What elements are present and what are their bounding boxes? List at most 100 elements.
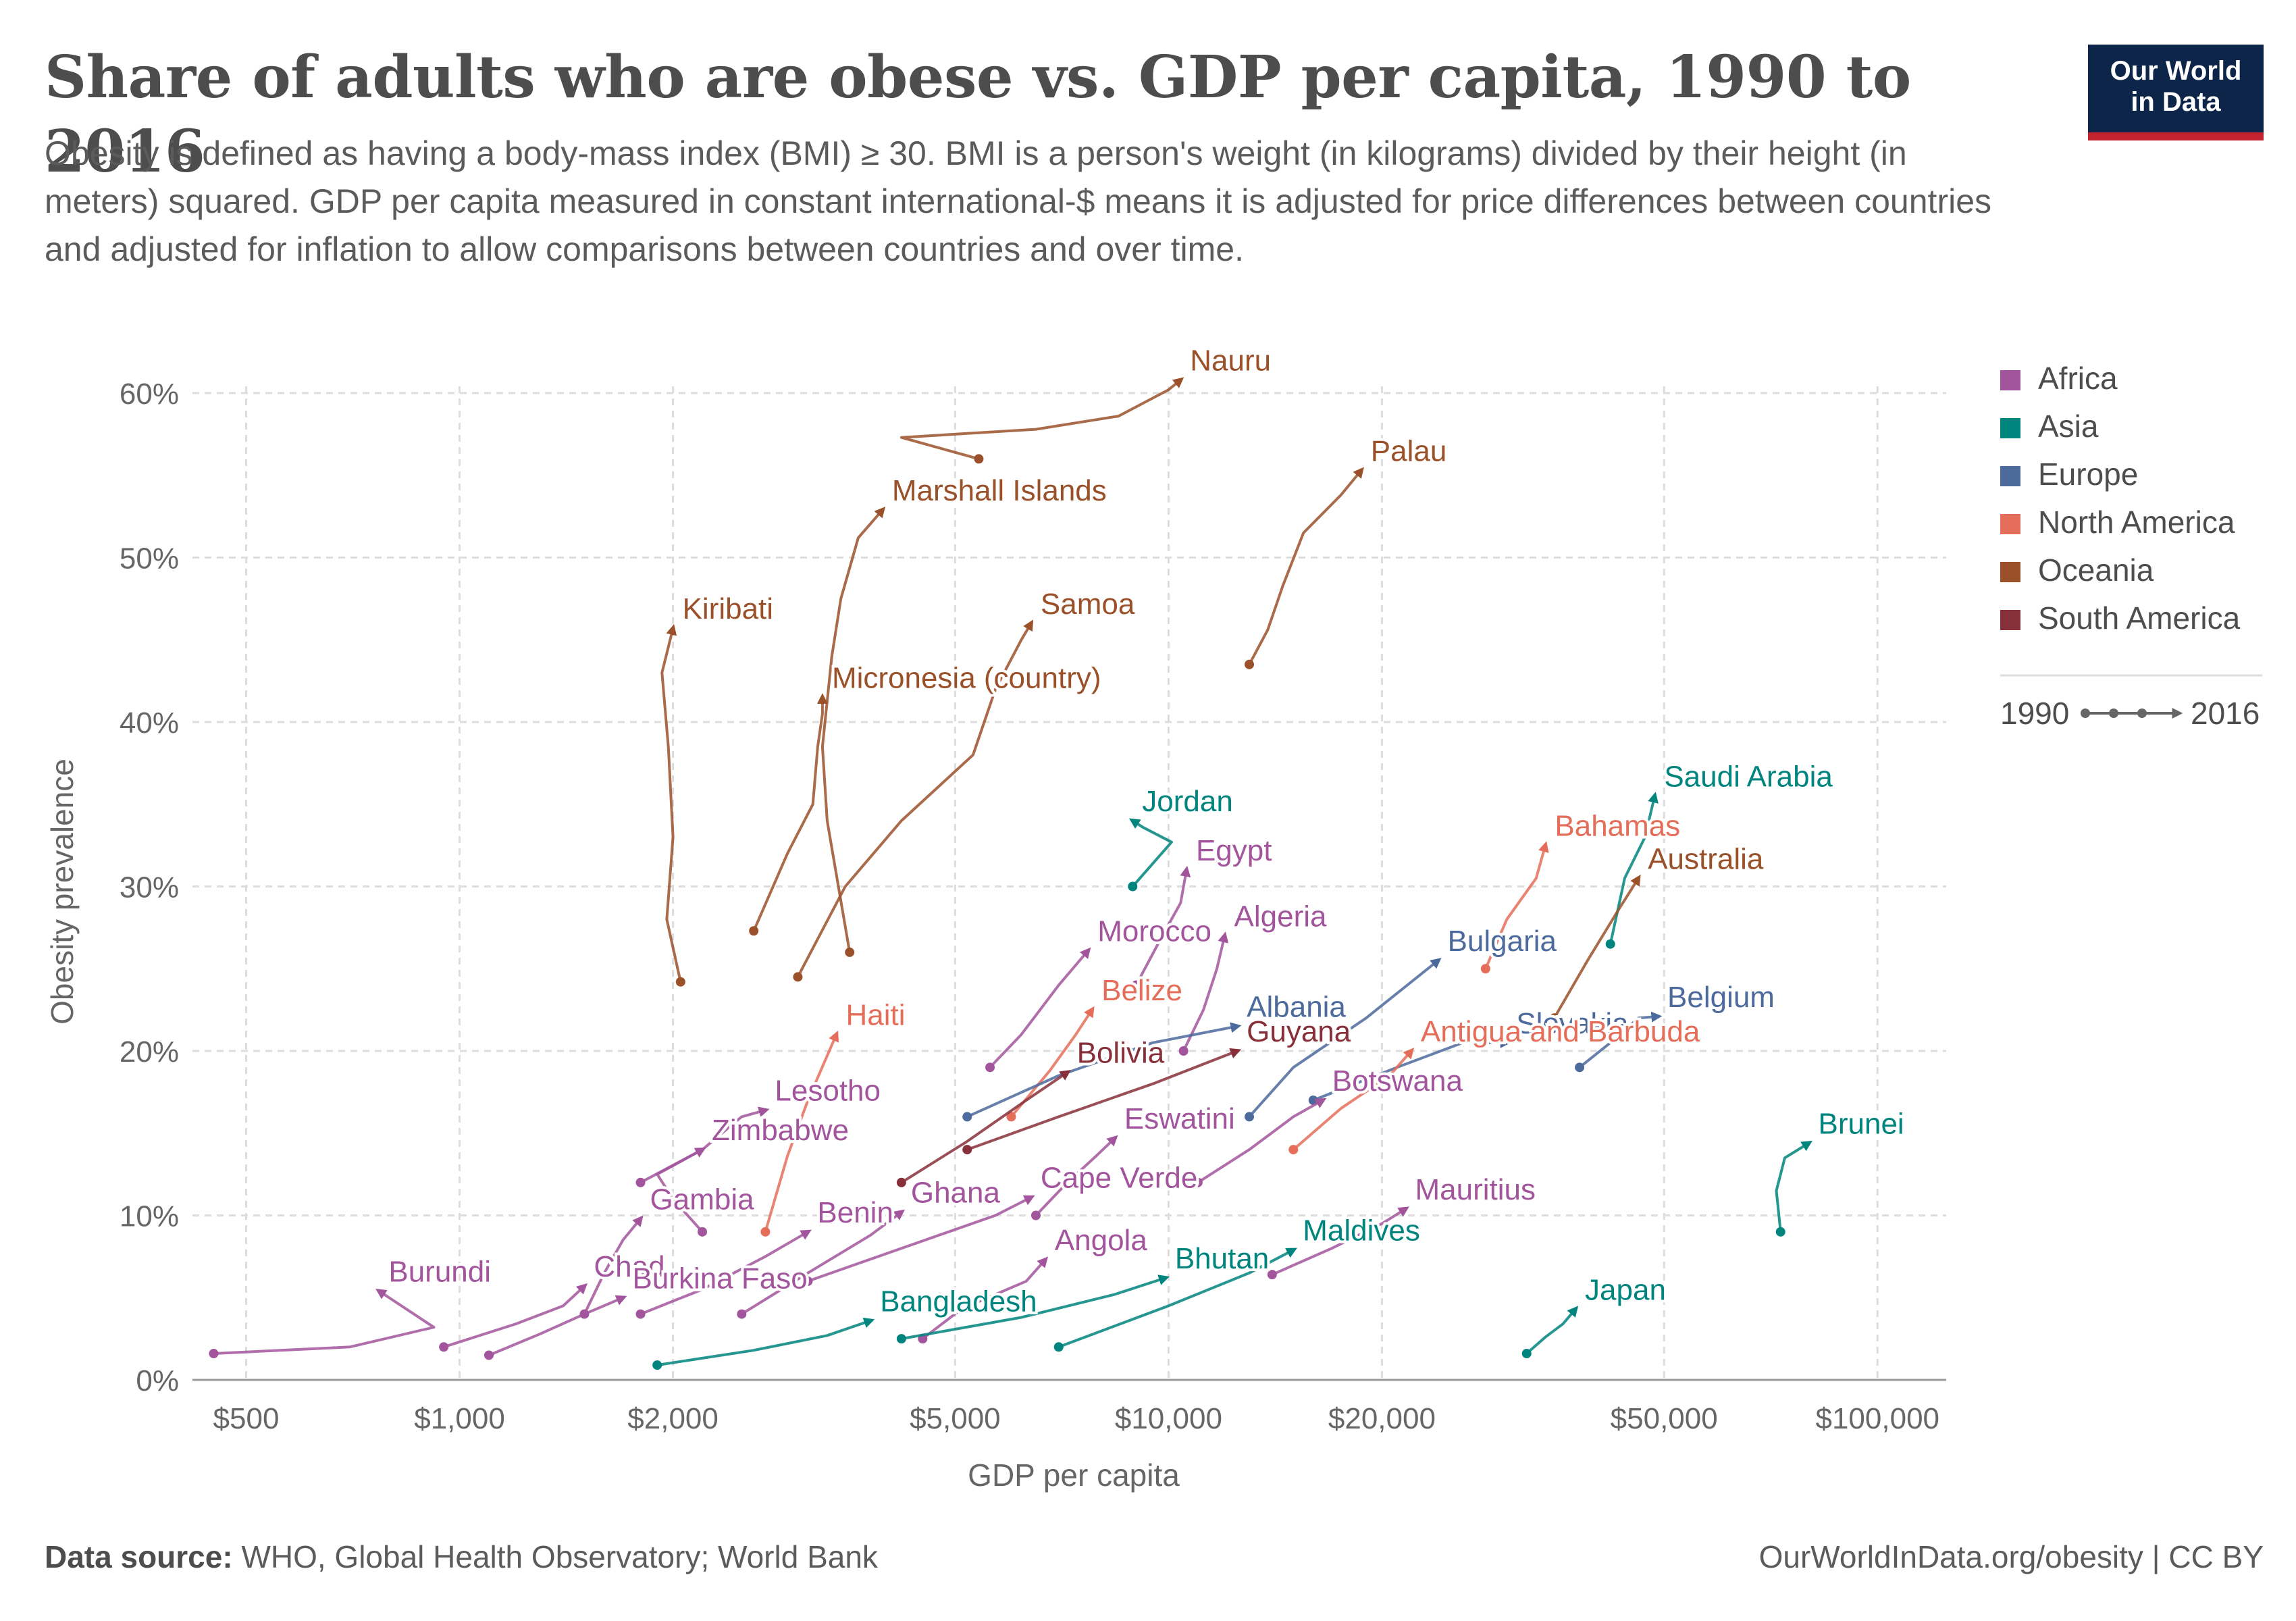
start-point bbox=[698, 1227, 708, 1237]
country-label: Bulgaria bbox=[1448, 925, 1557, 958]
country-label: Mauritius bbox=[1415, 1173, 1536, 1206]
country-label: Benin bbox=[817, 1196, 893, 1229]
series-micronesia-country- bbox=[749, 693, 828, 936]
data-source-text: WHO, Global Health Observatory; World Ba… bbox=[241, 1539, 878, 1574]
legend-label: Oceania bbox=[2038, 552, 2154, 588]
y-tick-label: 20% bbox=[120, 1035, 179, 1069]
country-label: Gambia bbox=[650, 1183, 755, 1216]
trajectory-line bbox=[213, 1288, 436, 1355]
trajectory-line bbox=[764, 1030, 839, 1233]
start-point bbox=[749, 926, 759, 936]
series-algeria bbox=[1178, 931, 1229, 1056]
start-point bbox=[1605, 939, 1615, 949]
trajectory-line bbox=[966, 1022, 1242, 1118]
country-label: Jordan bbox=[1142, 785, 1233, 818]
country-label: Botswana bbox=[1332, 1064, 1463, 1098]
country-label: Burundi bbox=[388, 1256, 491, 1289]
time-legend-dot bbox=[2109, 709, 2118, 718]
start-point bbox=[635, 1309, 646, 1319]
trajectory-line bbox=[796, 619, 1034, 978]
country-label: Australia bbox=[1648, 842, 1764, 875]
series-burkina-faso bbox=[484, 1295, 627, 1360]
data-source: Data source: WHO, Global Health Observat… bbox=[45, 1539, 878, 1575]
series-japan bbox=[1521, 1306, 1579, 1359]
start-point bbox=[1245, 1112, 1255, 1122]
x-tick-label: $1,000 bbox=[414, 1402, 505, 1435]
start-point bbox=[439, 1342, 449, 1352]
trajectory-line bbox=[989, 947, 1091, 1069]
owid-logo[interactable]: Our World in Data bbox=[2088, 45, 2264, 140]
legend-swatch bbox=[2000, 562, 2020, 582]
legend-swatch bbox=[2000, 466, 2020, 486]
series-bolivia bbox=[896, 1070, 1071, 1187]
country-label: Palau bbox=[1371, 434, 1447, 467]
series-australia bbox=[1549, 874, 1641, 1023]
trajectory-line bbox=[488, 1295, 627, 1357]
trajectory-line bbox=[900, 1070, 1071, 1184]
country-label: Cape Verde bbox=[1041, 1162, 1197, 1195]
x-tick-label: $5,000 bbox=[910, 1402, 1001, 1435]
country-label: Eswatini bbox=[1124, 1102, 1235, 1135]
y-axis-title: Obesity prevalence bbox=[45, 758, 80, 1025]
start-point bbox=[1267, 1270, 1277, 1280]
series-albania bbox=[962, 1022, 1242, 1122]
trajectory-line bbox=[1312, 1037, 1511, 1102]
legend-label: Asia bbox=[2038, 409, 2099, 444]
series-ghana bbox=[737, 1209, 906, 1319]
start-point bbox=[985, 1062, 995, 1073]
legend-label: South America bbox=[2038, 600, 2241, 636]
trajectory-line bbox=[899, 377, 1184, 461]
legend-layer: Africa Asia Europe North America Oceania Sout… bbox=[2000, 361, 2262, 731]
country-label: Albania bbox=[1247, 990, 1346, 1023]
country-label: Guyana bbox=[1247, 1015, 1351, 1048]
source-url[interactable]: OurWorldInData.org/obesity | CC BY bbox=[1758, 1539, 2264, 1574]
series-layer bbox=[209, 377, 1812, 1370]
legend-swatch bbox=[2000, 514, 2020, 534]
trajectory-line bbox=[1134, 865, 1191, 986]
country-label: Burkina Faso bbox=[632, 1262, 807, 1295]
trajectory-line bbox=[1010, 1006, 1095, 1118]
start-point bbox=[793, 972, 803, 982]
country-label: Algeria bbox=[1234, 900, 1327, 933]
country-label: Bangladesh bbox=[880, 1285, 1037, 1318]
time-legend-dot bbox=[2137, 709, 2147, 718]
x-tick-label: $2,000 bbox=[627, 1402, 719, 1435]
start-point bbox=[1006, 1112, 1016, 1122]
start-point bbox=[1053, 1342, 1064, 1352]
country-label: Bahamas bbox=[1555, 810, 1680, 843]
chart-subtitle: Obesity is defined as having a body-mass… bbox=[45, 134, 1992, 268]
trajectory-line bbox=[1197, 1098, 1327, 1184]
data-source-label: Data source: bbox=[45, 1539, 233, 1574]
start-point bbox=[1288, 1145, 1299, 1155]
start-point bbox=[1575, 1062, 1585, 1073]
series-bhutan bbox=[896, 1275, 1170, 1344]
trajectory-line bbox=[1248, 467, 1364, 665]
start-point bbox=[737, 1309, 747, 1319]
trajectory-line bbox=[820, 507, 886, 953]
trajectory-line bbox=[966, 1048, 1242, 1151]
start-point bbox=[1521, 1349, 1532, 1359]
start-point bbox=[1131, 980, 1141, 990]
start-point bbox=[209, 1349, 219, 1359]
trajectory-line bbox=[1128, 818, 1173, 887]
series-antigua-and-barbuda bbox=[1288, 1048, 1415, 1155]
start-point bbox=[484, 1350, 494, 1360]
x-tick-label: $100,000 bbox=[1815, 1402, 1939, 1435]
series-mauritius bbox=[1267, 1206, 1409, 1280]
country-label: Belize bbox=[1101, 974, 1182, 1007]
trajectory-line bbox=[1058, 1247, 1297, 1349]
y-tick-label: 60% bbox=[120, 378, 179, 411]
start-point bbox=[1480, 964, 1490, 974]
trajectory-line bbox=[656, 1317, 875, 1367]
time-legend-start: 1990 bbox=[2000, 696, 2069, 731]
legend-swatch bbox=[2000, 418, 2020, 438]
start-point bbox=[845, 947, 855, 957]
series-maldives bbox=[1053, 1247, 1297, 1352]
trajectory-line bbox=[1292, 1048, 1415, 1151]
legend-label: Africa bbox=[2038, 361, 2118, 396]
logo-line-2: in Data bbox=[2131, 87, 2221, 117]
x-tick-label: $10,000 bbox=[1115, 1402, 1222, 1435]
country-label: Japan bbox=[1585, 1273, 1666, 1306]
series-chad bbox=[439, 1283, 588, 1352]
country-label: Zimbabwe bbox=[712, 1114, 849, 1147]
